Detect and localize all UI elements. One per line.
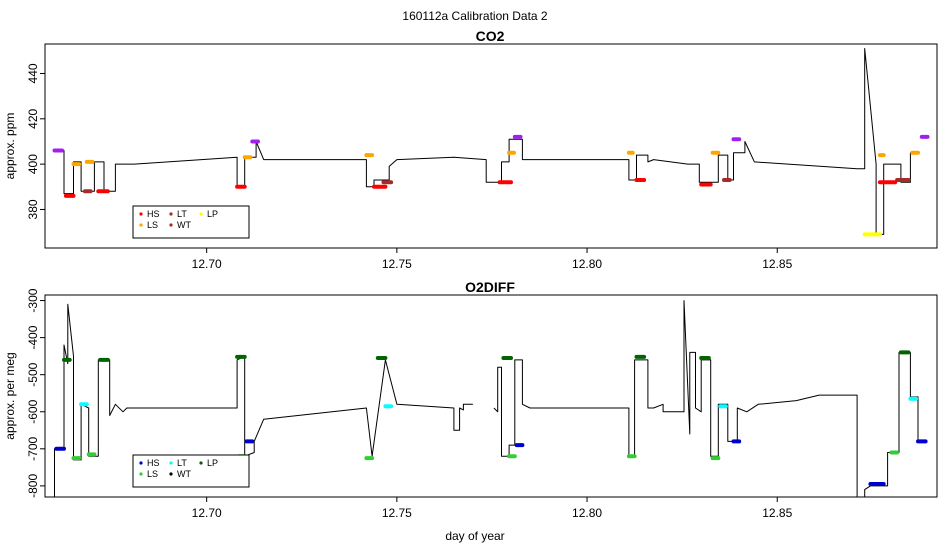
co2-legend-entry-ls: LS — [139, 220, 158, 230]
co2-legend-label-lt: LT — [177, 209, 187, 219]
co2-x-tick-label: 12.75 — [382, 257, 412, 271]
o2diff-legend-marker-lt — [169, 461, 173, 465]
o2diff-legend-label-ls: LS — [147, 469, 158, 479]
co2-sample-segment-0 — [54, 48, 920, 235]
co2-series-layer — [52, 48, 930, 237]
o2diff-y-tick-label: -600 — [26, 399, 40, 423]
co2-legend-label-ls: LS — [147, 220, 158, 230]
co2-x-tick-label: 12.80 — [572, 257, 602, 271]
co2-legend-label-lp: LP — [207, 209, 218, 219]
co2-y-axis-label: approx. ppm — [3, 113, 17, 180]
o2diff-x-ticks: 12.70 12.75 12.80 12.85 — [192, 497, 793, 520]
co2-series-ls — [71, 150, 920, 167]
co2-legend-entry-lt: LT — [169, 209, 187, 219]
co2-title: CO2 — [476, 28, 505, 44]
co2-legend-marker-hs — [139, 212, 143, 216]
co2-series-purple — [52, 134, 930, 153]
o2diff-x-tick-label: 12.75 — [382, 506, 412, 520]
o2diff-series-sample — [54, 300, 926, 497]
o2diff-legend-box — [132, 454, 250, 488]
o2diff-legend-marker-wt — [169, 472, 173, 476]
co2-legend-marker-lt — [169, 212, 173, 216]
o2diff-legend-label-lp: LP — [207, 458, 218, 468]
co2-x-ticks: 12.70 12.75 12.80 12.85 — [192, 248, 793, 271]
o2diff-legend-entry-hs: HS — [139, 458, 160, 468]
o2diff-series-layer — [54, 300, 928, 497]
o2diff-y-tick-label: -800 — [26, 474, 40, 498]
co2-y-tick-label: 420 — [26, 108, 40, 128]
o2diff-legend-label-hs: HS — [147, 458, 160, 468]
o2diff-legend-marker-lp — [199, 461, 203, 465]
o2diff-x-tick-label: 12.70 — [192, 506, 222, 520]
o2diff-y-axis-label: approx. per meg — [3, 352, 17, 439]
co2-legend-marker-wt — [169, 223, 173, 227]
co2-series-lt — [82, 178, 911, 194]
co2-legend-entry-wt: WT — [169, 220, 191, 230]
o2diff-y-tick-label: -700 — [26, 436, 40, 460]
o2diff-legend-entry-wt: WT — [169, 469, 191, 479]
o2diff-legend-entry-lt: LT — [169, 458, 187, 468]
co2-legend-marker-lp — [199, 212, 203, 216]
co2-plot-frame — [44, 43, 938, 249]
o2diff-y-ticks: -800 -700 -600 -500 -400 -300 — [26, 288, 45, 498]
figure-supertitle: 160112a Calibration Data 2 — [402, 9, 548, 23]
co2-legend-box — [132, 205, 250, 239]
co2-x-tick-label: 12.85 — [762, 257, 792, 271]
o2diff-legend-marker-hs — [139, 461, 143, 465]
o2diff-legend-marker-ls — [139, 472, 143, 476]
o2diff-title: O2DIFF — [465, 279, 515, 295]
co2-legend-label-hs: HS — [147, 209, 160, 219]
o2diff-legend-entry-lp: LP — [199, 458, 218, 468]
o2diff-y-tick-label: -500 — [26, 362, 40, 386]
o2diff-series-lp — [62, 350, 911, 362]
co2-y-tick-label: 400 — [26, 154, 40, 174]
o2diff-plot-frame — [44, 294, 938, 498]
co2-y-tick-label: 380 — [26, 199, 40, 219]
co2-series-hs — [63, 178, 898, 198]
co2-x-tick-label: 12.70 — [192, 257, 222, 271]
o2diff-x-tick-label: 12.85 — [762, 506, 792, 520]
o2diff-sample-segment-0 — [54, 303, 473, 497]
co2-y-ticks: 380 400 420 440 — [26, 63, 45, 219]
o2diff-x-axis-label: day of year — [445, 529, 504, 543]
o2diff-series-lt — [79, 396, 919, 409]
o2diff-y-tick-label: -400 — [26, 325, 40, 349]
o2diff-legend-label-wt: WT — [177, 469, 191, 479]
o2diff-legend-entry-ls: LS — [139, 469, 158, 479]
co2-y-tick-label: 440 — [26, 63, 40, 83]
o2diff-x-tick-label: 12.80 — [572, 506, 602, 520]
co2-legend-entry-hs: HS — [139, 209, 160, 219]
o2diff-panel: O2DIFF approx. per meg day of year -800-… — [3, 279, 938, 543]
o2diff-series-hs — [54, 439, 928, 486]
co2-legend-entry-lp: LP — [199, 209, 218, 219]
co2-legend-marker-ls — [139, 223, 143, 227]
o2diff-y-tick-label: -300 — [26, 288, 40, 312]
co2-legend-label-wt: WT — [177, 220, 191, 230]
o2diff-legend-label-lt: LT — [177, 458, 187, 468]
o2diff-sample-segment-1 — [493, 300, 926, 497]
